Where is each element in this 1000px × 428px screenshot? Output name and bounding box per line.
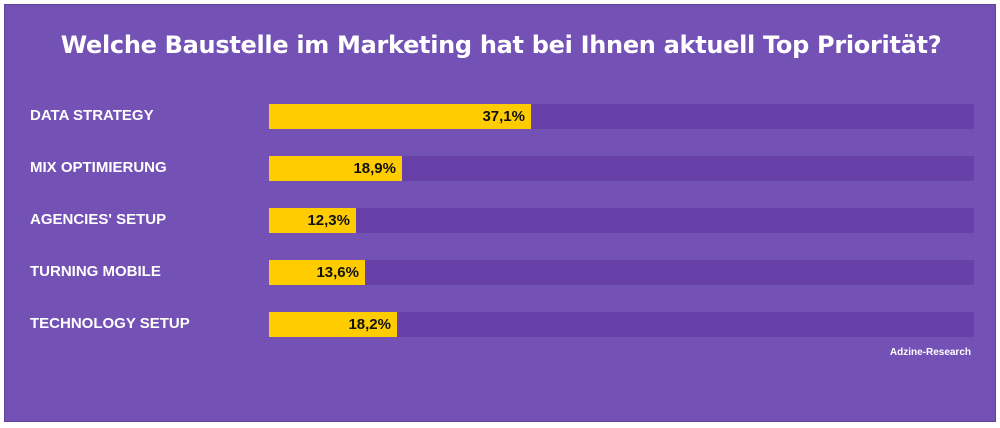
bar-track: 18,2%: [269, 312, 974, 337]
value-label: 18,9%: [353, 160, 396, 177]
bar-chart: DATA STRATEGY 37,1% MIX OPTIMIERUNG 18,9% AG…: [5, 5, 997, 423]
chart-card: Welche Baustelle im Marketing hat bei Ih…: [4, 4, 996, 422]
bar-track: 12,3%: [269, 208, 974, 233]
value-label: 18,2%: [348, 316, 391, 333]
bar: [269, 312, 397, 337]
category-label: AGENCIES' SETUP: [30, 211, 167, 228]
bar: [269, 156, 402, 181]
chart-title: Welche Baustelle im Marketing hat bei Ih…: [60, 31, 942, 59]
category-label: TURNING MOBILE: [30, 263, 161, 280]
bar: [269, 260, 365, 285]
value-label: 13,6%: [316, 264, 359, 281]
bar: [269, 104, 531, 129]
value-label: 37,1%: [482, 108, 525, 125]
bar-track: 13,6%: [269, 260, 974, 285]
category-label: MIX OPTIMIERUNG: [30, 159, 167, 176]
value-label: 12,3%: [307, 212, 350, 229]
source-note: Adzine-Research: [889, 347, 971, 358]
bar-track: 18,9%: [269, 156, 974, 181]
bar-track: 37,1%: [269, 104, 974, 129]
category-label: TECHNOLOGY SETUP: [30, 315, 190, 332]
bar: [269, 208, 356, 233]
category-label: DATA STRATEGY: [30, 107, 154, 124]
